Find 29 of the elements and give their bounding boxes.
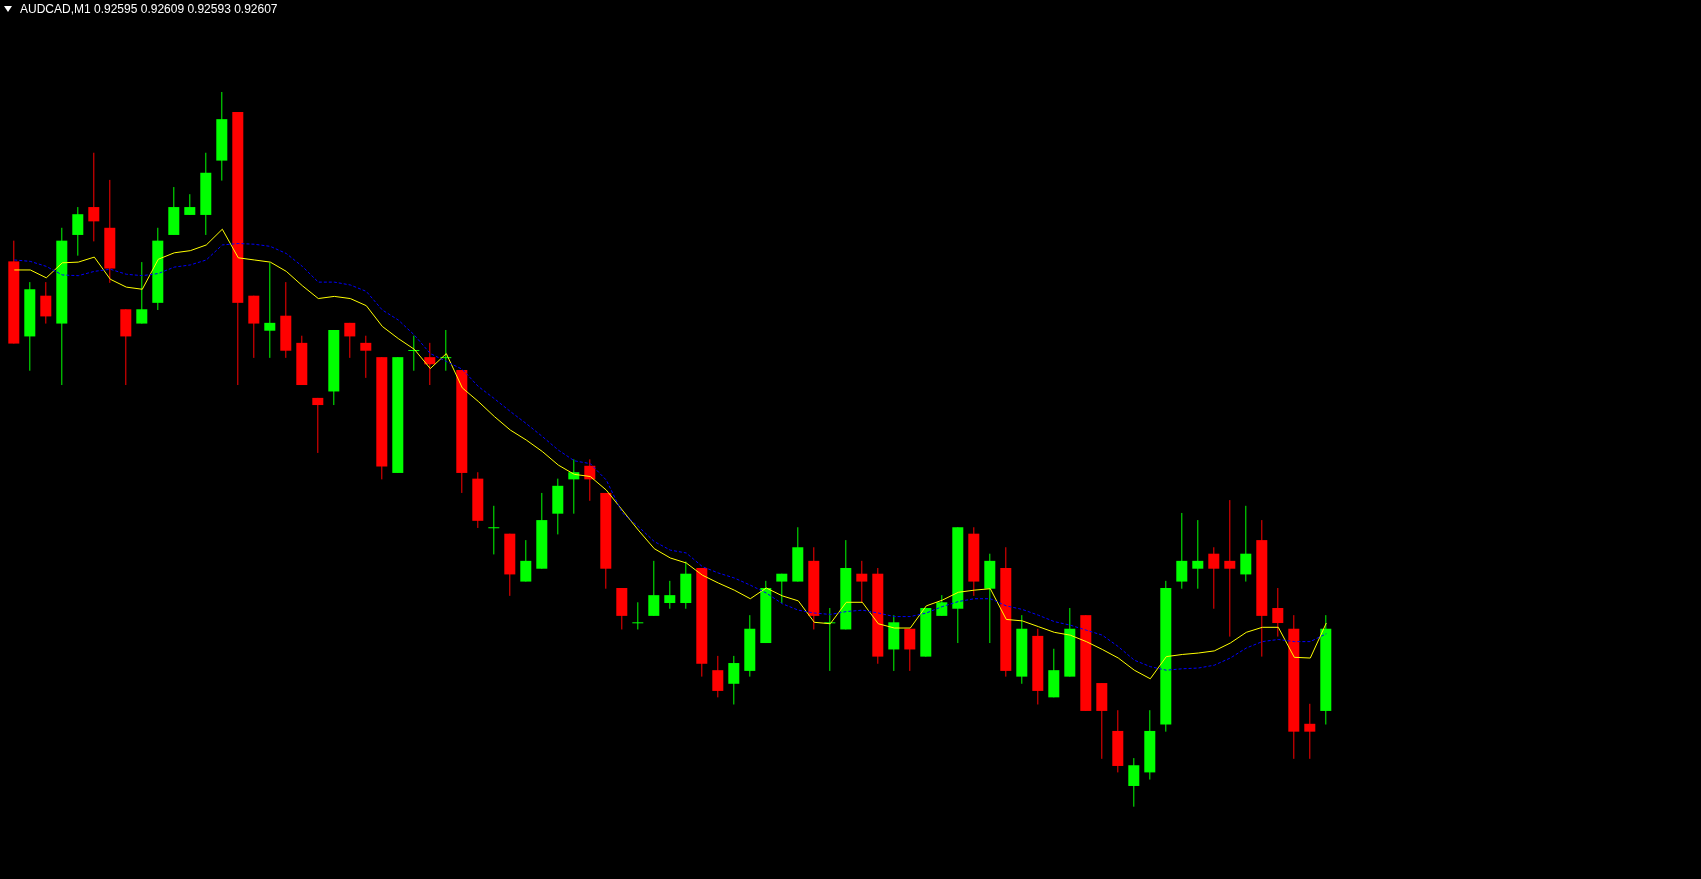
candlestick: [88, 152, 100, 242]
candlestick: [1208, 546, 1220, 610]
candlestick: [1224, 499, 1236, 638]
candlestick: [712, 655, 724, 698]
candlestick: [664, 580, 676, 610]
chart-title: AUDCAD,M1 0.92595 0.92609 0.92593 0.92607: [20, 2, 278, 16]
candlestick: [136, 261, 148, 325]
candlestick: [520, 539, 532, 583]
candlestick: [1272, 587, 1284, 638]
candlestick: [360, 335, 372, 379]
candlestick: [856, 560, 868, 604]
candlestick: [776, 573, 788, 604]
candlestick: [312, 397, 324, 454]
candlestick: [1192, 519, 1204, 590]
candlestick: [424, 342, 436, 386]
candlestick: [648, 560, 660, 617]
candlestick: [632, 601, 644, 630]
candlestick: [488, 505, 500, 555]
candlestick: [1128, 757, 1140, 808]
candlestick: [40, 281, 52, 325]
candlestick: [72, 206, 84, 257]
candlestick: [344, 322, 356, 359]
candlestick: [264, 262, 276, 359]
candlestick: [904, 628, 916, 672]
candlestick: [1240, 505, 1252, 583]
candlestick: [1304, 703, 1316, 760]
candlestick: [184, 193, 196, 216]
candlestick: [1176, 512, 1188, 590]
candlestick: [728, 655, 740, 705]
